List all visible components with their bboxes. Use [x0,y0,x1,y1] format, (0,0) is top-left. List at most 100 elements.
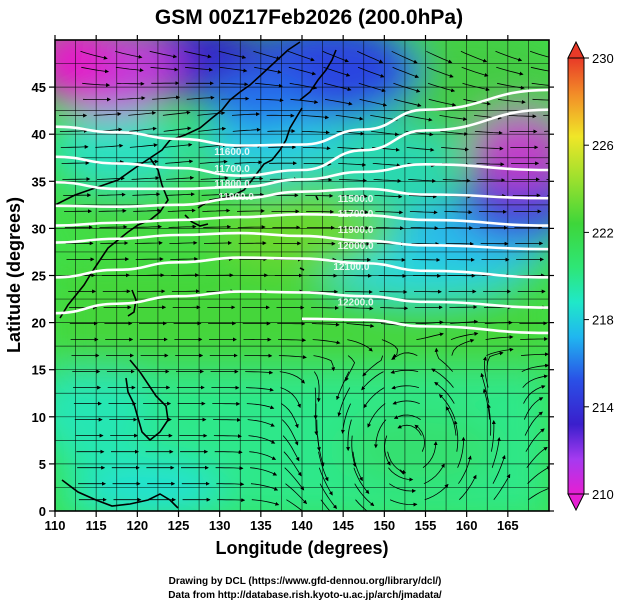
contour-label: 11800.0 [214,179,250,190]
streamline [281,419,299,446]
x-tick-label: 115 [86,518,107,533]
streamline [450,319,479,324]
streamline [397,424,422,436]
streamline [411,242,440,247]
streamline [337,147,366,152]
streamline [342,241,371,246]
colorbar-tick-label: 210 [592,487,614,502]
height-contour-line [55,256,549,279]
streamline [340,403,351,434]
streamline [152,95,181,100]
height-contour-line [55,108,549,177]
x-tick-label: 140 [291,518,313,533]
streamline [340,210,369,215]
streamline [203,240,232,245]
streamline [170,257,199,261]
streamline [117,96,146,101]
streamline [393,414,421,420]
streamline [219,66,248,73]
streamline [236,192,265,197]
streamline [491,420,496,452]
streamline [203,224,232,229]
streamline [409,210,438,215]
streamline [370,115,398,122]
streamline [313,355,336,372]
height-contours [55,88,549,335]
streamline [354,483,375,507]
streamline [353,467,370,495]
streamline [217,498,246,503]
streamline [345,306,374,311]
streamline [525,428,545,452]
streamline [132,192,161,197]
x-tick-label: 135 [250,518,272,533]
streamline [482,356,489,388]
streamline [384,435,391,466]
streamline [522,374,548,388]
streamline [389,483,416,493]
streamline [237,225,266,230]
streamline [462,82,490,92]
streamline [60,144,89,149]
streamline [355,499,368,511]
streamline [376,226,405,231]
streamline [59,128,88,133]
height-contour-line [55,231,549,251]
streamline [336,131,365,136]
y-tick-label: 30 [32,221,46,236]
streamline [134,240,163,245]
streamline [362,355,384,377]
streamline [451,338,475,356]
streamline [165,159,194,164]
streamline [361,371,384,391]
streamline [486,347,514,356]
streamline [186,95,215,100]
height-contour-line [55,163,549,191]
streamline [185,66,213,72]
colorbar-scale [567,57,585,495]
contour-label: 11900.0 [338,225,374,236]
streamline [521,363,549,372]
streamline [216,482,245,487]
contour-label: 11900.0 [218,192,254,203]
streamline [61,160,90,165]
streamline [245,370,274,375]
streamline [543,114,549,116]
streamline [508,114,537,119]
streamline [445,406,457,436]
streamline [280,387,301,409]
streamline [357,50,384,64]
streamline [474,130,503,135]
streamline [347,339,373,352]
streamline [246,403,275,410]
streamline [458,455,472,484]
streamline [289,82,318,90]
x-tick-label: 160 [456,518,478,533]
streamline [390,369,419,374]
y-axis: 0 5 10 15 20 25 30 35 40 45 [32,80,554,519]
streamline [524,411,543,436]
streamline [526,446,548,468]
streamline [169,240,198,245]
plot-area: 11600.0 11700.0 11800.0 11900.0 11500.0 11700… [55,40,549,511]
streamline [81,66,109,74]
streamline [484,320,513,325]
streamline [529,50,549,58]
streamline [251,499,280,506]
streamline [439,115,468,121]
streamline [287,50,315,62]
chart-title: GSM 00Z17Feb2026 (200.0hPa) [155,6,463,29]
streamline [374,194,403,199]
streamline [166,192,195,197]
height-contour-line [55,212,549,227]
streamline [236,208,265,213]
streamline [305,193,334,198]
streamline [131,176,160,181]
streamline [373,178,402,183]
streamline [459,474,477,500]
streamline [414,424,426,452]
streamline [357,66,385,78]
contour-label: 12100.0 [333,262,370,273]
streamline [377,257,406,262]
y-tick-label: 20 [32,316,46,331]
